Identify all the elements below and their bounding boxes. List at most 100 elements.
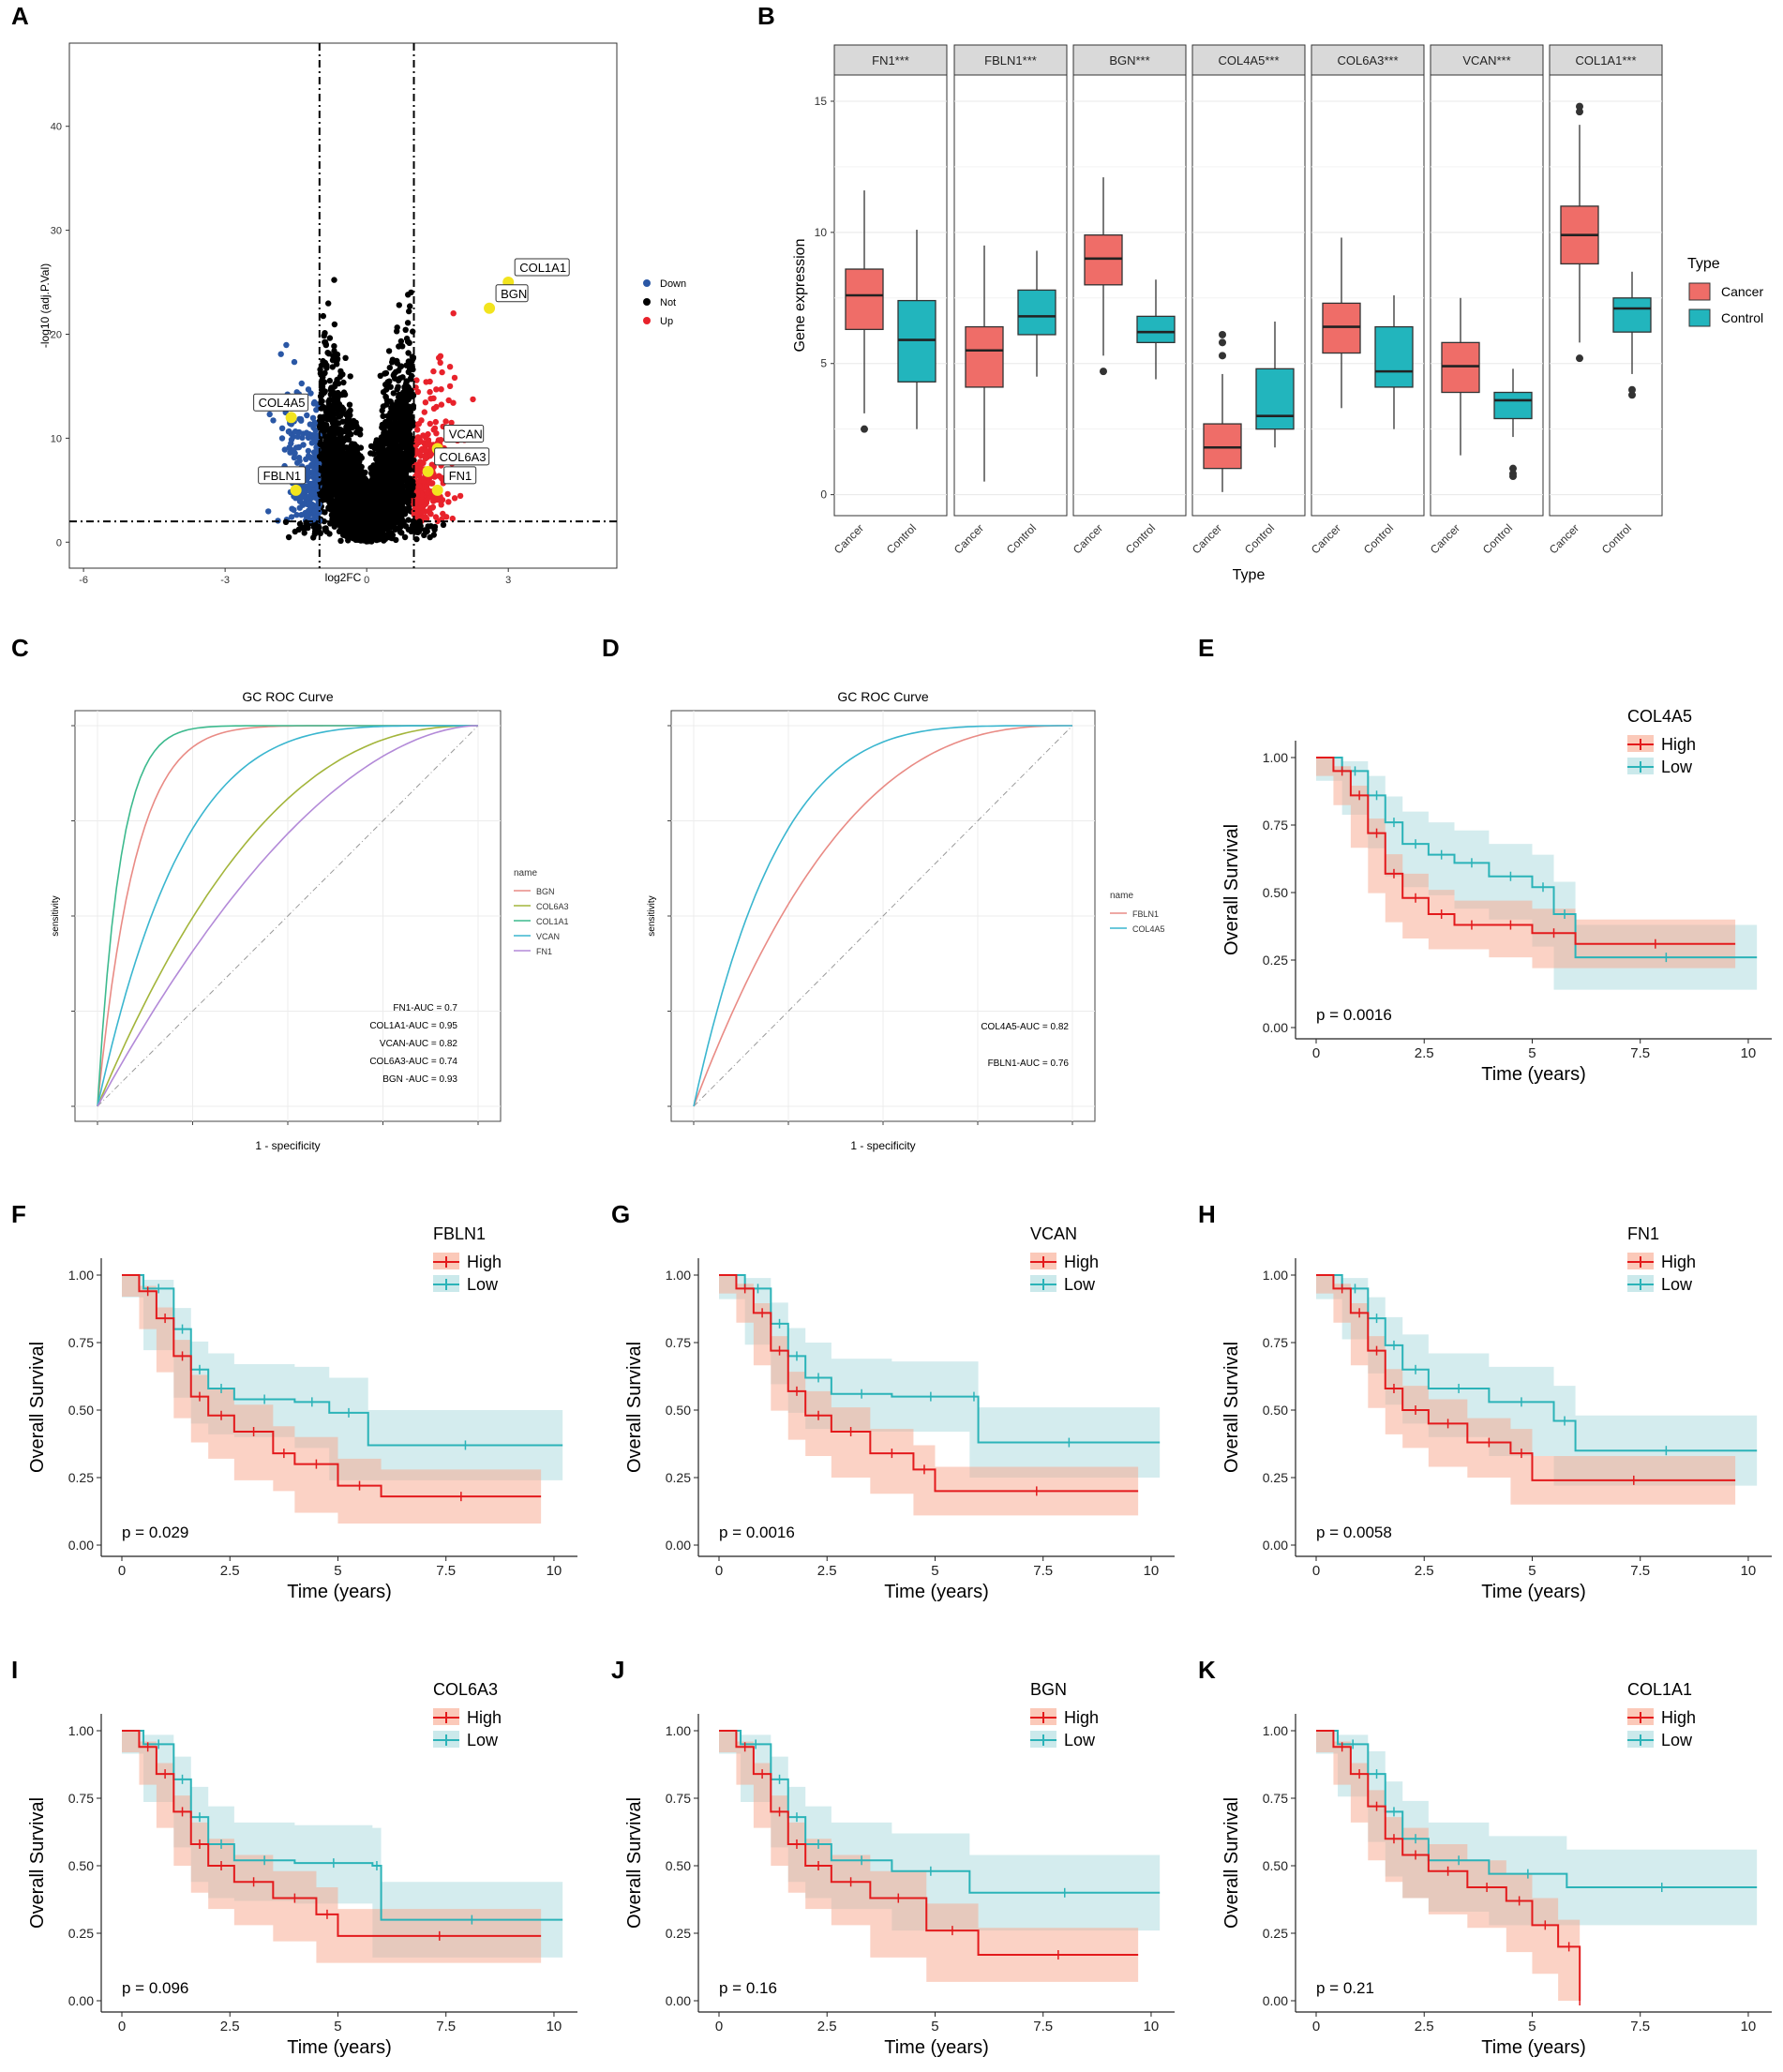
facet: VCAN***Cancer Control	[1428, 44, 1544, 556]
legend-label: High	[1064, 1253, 1099, 1271]
box-cancer	[965, 325, 1004, 388]
volcano-point	[291, 358, 298, 366]
x-tick-label: -3	[220, 575, 230, 586]
volcano-point	[336, 488, 342, 495]
y-tick-label: 0.50	[666, 1858, 691, 1873]
volcano-point	[379, 494, 385, 501]
volcano-point	[384, 526, 391, 533]
volcano-point	[404, 320, 412, 326]
legend-title: COL1A1	[1627, 1680, 1692, 1699]
x-axis-label: Time (years)	[884, 2037, 988, 2058]
volcano-point	[440, 521, 447, 528]
volcano-point	[401, 533, 409, 541]
x-tick-label: Control	[1361, 521, 1396, 556]
volcano-point	[404, 410, 412, 416]
volcano-point	[394, 398, 400, 405]
box-cancer	[1322, 302, 1361, 354]
box-cancer	[1203, 423, 1242, 470]
volcano-point	[303, 456, 309, 462]
p-value: p = 0.0058	[1316, 1524, 1392, 1541]
x-tick-label: 5	[1528, 1045, 1536, 1061]
volcano-point	[330, 451, 337, 458]
volcano-point	[356, 489, 363, 496]
volcano-point	[278, 425, 286, 431]
volcano-point	[344, 483, 352, 490]
y-axis-label: Overall Survival	[624, 1342, 645, 1473]
gene-label-box	[514, 258, 570, 277]
confidence-band-low	[122, 1731, 563, 1958]
x-axis-label: Type	[1233, 567, 1266, 583]
volcano-point	[329, 390, 336, 397]
volcano-point	[294, 433, 301, 440]
volcano-point	[319, 362, 325, 368]
volcano-point	[359, 470, 366, 477]
x-tick-label: Cancer	[832, 521, 866, 556]
gene-highlight-point	[484, 302, 496, 314]
volcano-point	[399, 408, 406, 414]
volcano-point	[406, 339, 412, 346]
x-tick-label: Control	[1480, 521, 1515, 556]
volcano-point	[396, 434, 403, 441]
volcano-point	[432, 418, 439, 426]
y-tick-label: 1.00	[1263, 1268, 1288, 1283]
volcano-point	[345, 465, 352, 472]
facet: FBLN1***Cancer Control	[951, 44, 1068, 556]
y-axis-label: Overall Survival	[1221, 1797, 1242, 1929]
gene-highlight-point	[290, 484, 302, 496]
x-axis-label: Time (years)	[287, 2037, 391, 2058]
volcano-point	[373, 536, 380, 544]
box-cancer	[845, 268, 884, 331]
volcano-point	[316, 453, 323, 460]
volcano-point	[324, 350, 331, 356]
volcano-point	[402, 326, 409, 333]
legend-label: High	[1661, 735, 1696, 754]
panel-letter-K: K	[1198, 1656, 1216, 1684]
x-tick-label: Cancer	[951, 521, 986, 556]
diagonal-reference	[97, 725, 479, 1107]
box-cancer	[1084, 234, 1123, 286]
volcano-point	[403, 392, 410, 398]
gene-label: COL4A5	[259, 396, 306, 410]
volcano-point	[393, 368, 399, 375]
volcano-point	[407, 358, 413, 366]
volcano-point	[425, 523, 432, 530]
volcano-point	[336, 465, 342, 473]
gene-highlight-point	[431, 484, 443, 496]
y-tick-label: 0.25	[1263, 953, 1288, 968]
gene-label: BGN	[501, 287, 527, 301]
panel-letter-J: J	[611, 1656, 624, 1684]
volcano-point	[403, 335, 411, 342]
volcano-point	[320, 496, 326, 503]
facet: COL1A1***Cancer Control	[1547, 44, 1663, 556]
volcano-point	[414, 388, 422, 396]
volcano-point	[413, 377, 420, 383]
volcano-point	[438, 401, 445, 408]
survival-curve-high	[1316, 757, 1736, 945]
x-tick-label: Control	[884, 521, 919, 556]
volcano-point	[450, 399, 457, 406]
x-tick-label: Cancer	[1071, 521, 1105, 556]
volcano-point	[277, 351, 284, 357]
volcano-point	[337, 370, 345, 377]
volcano-point	[373, 514, 380, 521]
legend-label: Up	[660, 316, 673, 327]
volcano-point	[382, 393, 389, 400]
y-tick-label: 0.75	[68, 1791, 94, 1806]
volcano-point	[330, 430, 337, 437]
x-tick-label: 10	[547, 1563, 562, 1579]
x-tick-label: Control	[1242, 521, 1277, 556]
volcano-point	[292, 428, 299, 435]
y-tick-label: 0.50	[68, 1403, 94, 1418]
legend-label: COL4A5	[1132, 924, 1165, 934]
box-control	[1136, 315, 1176, 344]
legend-label: Low	[1064, 1731, 1096, 1749]
confidence-band-high	[1316, 758, 1736, 968]
volcano-point	[399, 343, 406, 350]
volcano-point	[430, 498, 437, 504]
volcano-point	[389, 359, 396, 366]
box-control	[1017, 289, 1056, 336]
volcano-point	[427, 533, 433, 541]
x-tick-label: 5	[334, 2019, 341, 2034]
